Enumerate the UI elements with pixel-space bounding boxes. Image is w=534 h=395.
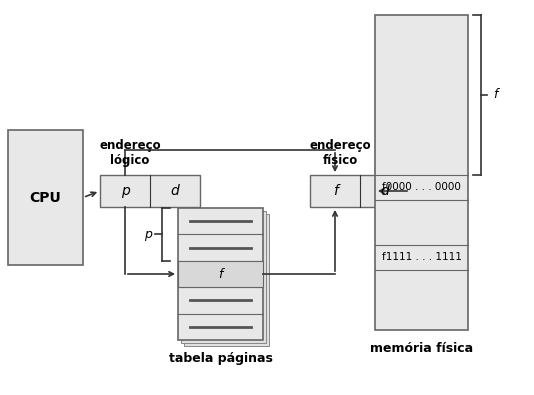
Bar [375, 15, 468, 330]
Text: d: d [171, 184, 179, 198]
Text: f: f [333, 184, 337, 198]
Text: CPU: CPU [29, 190, 61, 205]
Text: tabela páginas: tabela páginas [169, 352, 272, 365]
Bar [178, 261, 263, 287]
Text: endereço
lógico: endereço lógico [99, 139, 161, 167]
Bar [178, 208, 263, 340]
Text: p: p [121, 184, 129, 198]
Bar [100, 175, 200, 207]
Text: memória física: memória física [370, 342, 473, 355]
Bar [184, 214, 269, 346]
Text: f0000 . . . 0000: f0000 . . . 0000 [382, 182, 461, 192]
Text: f1111 . . . 1111: f1111 . . . 1111 [382, 252, 461, 263]
Text: f: f [218, 267, 223, 280]
Bar [310, 175, 410, 207]
Text: endereço
físico: endereço físico [309, 139, 371, 167]
Bar [8, 130, 83, 265]
Text: f: f [493, 88, 497, 102]
Bar [181, 211, 266, 343]
Text: d: d [381, 184, 389, 198]
Text: p: p [144, 228, 152, 241]
